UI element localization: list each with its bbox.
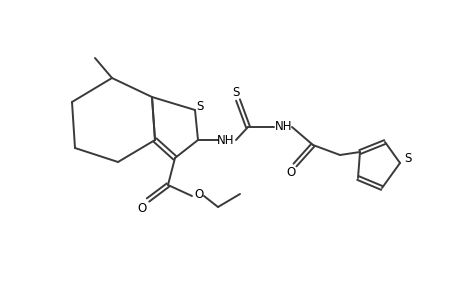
Text: S: S [196,100,203,113]
Text: NH: NH [217,134,234,146]
Text: O: O [137,202,146,214]
Text: O: O [194,188,203,200]
Text: NH: NH [274,121,292,134]
Text: O: O [286,167,295,179]
Text: S: S [232,85,239,98]
Text: S: S [403,152,411,166]
